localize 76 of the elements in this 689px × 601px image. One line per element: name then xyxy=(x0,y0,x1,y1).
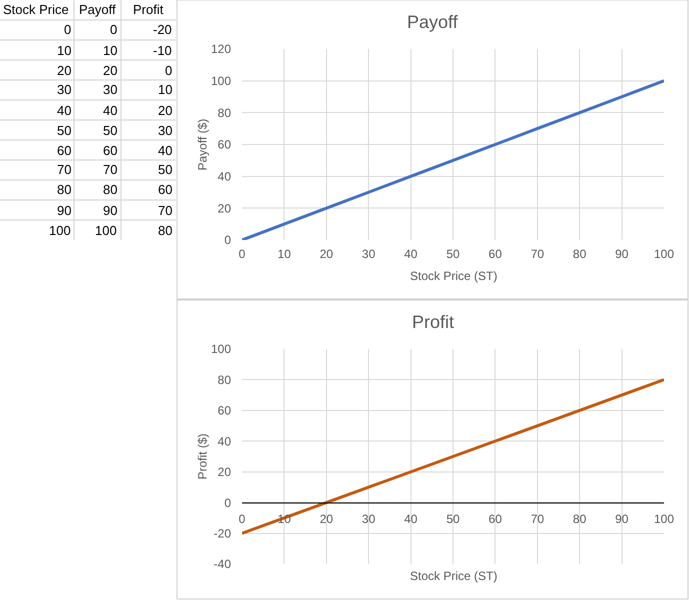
y-tick-label: 10 xyxy=(57,43,72,58)
data-label: 0 xyxy=(110,22,118,37)
x-tick-label: 40 xyxy=(404,512,418,526)
data-label: 100 xyxy=(95,223,117,238)
y-tick-label: 60 xyxy=(57,143,72,158)
data-label: 90 xyxy=(103,203,118,218)
x-tick-label: 100 xyxy=(654,512,674,526)
data-label: 20 xyxy=(103,63,118,78)
x-tick-label: 70 xyxy=(530,512,544,526)
x-tick-label: 0 xyxy=(238,512,246,526)
y-tick-label: 40 xyxy=(218,170,232,184)
x-tick-label: 60 xyxy=(488,512,502,526)
x-tick-label: 30 xyxy=(362,247,376,261)
x-tick-label: 70 xyxy=(530,247,544,261)
x-tick-label: 10 xyxy=(278,247,292,261)
x-tick-label: 50 xyxy=(446,247,460,261)
x-axis-title: Stock Price (ST) xyxy=(410,569,498,583)
data-label: 70 xyxy=(158,203,172,218)
data-label: 70 xyxy=(103,162,118,177)
y-tick-label: 0 xyxy=(224,496,232,510)
y-axis-title: Profit ($) xyxy=(196,433,210,480)
y-tick-label: 0 xyxy=(64,22,72,37)
data-label: 50 xyxy=(103,123,118,138)
data-label: 30 xyxy=(158,123,172,138)
y-tick-label: 100 xyxy=(49,223,71,238)
data-label: 60 xyxy=(103,143,118,158)
chart-title: Profit xyxy=(412,312,454,332)
y-tick-label: -20 xyxy=(214,526,232,540)
y-tick-label: 0 xyxy=(224,233,232,248)
data-label: -10 xyxy=(153,43,172,58)
y-tick-label: 40 xyxy=(218,434,232,448)
x-tick-label: 90 xyxy=(615,247,629,261)
x-tick-label: 20 xyxy=(320,512,334,526)
x-tick-label: 100 xyxy=(654,247,674,261)
x-tick-label: 0 xyxy=(238,247,246,261)
x-tick-label: 40 xyxy=(404,247,418,261)
data-label: 40 xyxy=(103,103,118,118)
data-label: 30 xyxy=(103,82,118,97)
y-tick-label: 20 xyxy=(57,63,72,78)
y-tick-label: 90 xyxy=(57,203,72,218)
y-axis-title: Stock Price xyxy=(3,2,69,17)
y-tick-label: 70 xyxy=(57,162,72,177)
data-label: 10 xyxy=(158,82,172,97)
data-label: 50 xyxy=(158,162,172,177)
y-tick-label: 40 xyxy=(57,103,72,118)
y-tick-label: 20 xyxy=(218,465,232,480)
y-tick-label: 80 xyxy=(218,106,232,120)
y-tick-label: 50 xyxy=(57,123,72,138)
y-tick-label: 80 xyxy=(218,372,232,387)
y-tick-label: 20 xyxy=(218,201,232,216)
x-tick-label: 50 xyxy=(446,512,460,526)
data-label: 60 xyxy=(158,182,172,197)
x-tick-label: 30 xyxy=(362,512,376,526)
y-tick-label: 60 xyxy=(218,138,232,152)
y-tick-label: -40 xyxy=(214,557,232,572)
x-axis-title: Stock Price (ST) xyxy=(410,269,498,283)
x-tick-label: 80 xyxy=(572,247,587,261)
y-tick-label: 60 xyxy=(218,404,232,418)
y-tick-label: 30 xyxy=(57,82,72,97)
data-label: 0 xyxy=(165,63,172,78)
y-tick-label: 120 xyxy=(210,42,232,56)
line-series xyxy=(242,79,664,240)
data-label: -20 xyxy=(153,22,172,37)
y-tick-label: 80 xyxy=(57,182,72,197)
y-axis-title: Payoff ($) xyxy=(196,118,210,170)
x-tick-label: 90 xyxy=(615,512,629,526)
data-label: 20 xyxy=(158,103,172,118)
data-label: 40 xyxy=(158,143,172,158)
y-tick-label: 100 xyxy=(210,342,232,356)
data-label: 80 xyxy=(103,182,118,197)
data-label: 80 xyxy=(158,223,172,238)
x-tick-label: 60 xyxy=(488,247,502,261)
x-tick-label: 80 xyxy=(572,512,587,526)
y-tick-label: 100 xyxy=(210,74,232,88)
data-label: 10 xyxy=(103,43,118,58)
x-tick-label: 20 xyxy=(320,247,334,261)
